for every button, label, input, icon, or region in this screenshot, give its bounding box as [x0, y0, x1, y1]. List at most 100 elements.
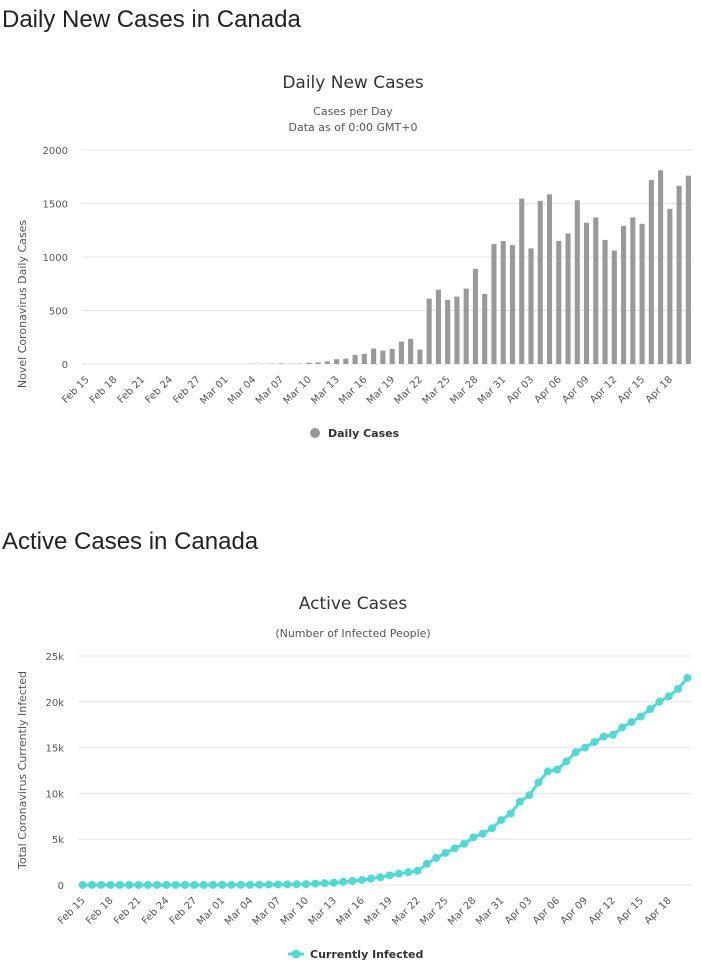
data-point[interactable] — [264, 880, 273, 889]
data-point[interactable] — [608, 730, 617, 739]
data-point[interactable] — [636, 712, 645, 721]
bar[interactable] — [417, 349, 423, 364]
data-point[interactable] — [581, 743, 590, 752]
data-point[interactable] — [534, 778, 543, 787]
data-point[interactable] — [525, 791, 534, 800]
bar[interactable] — [491, 244, 497, 364]
bar[interactable] — [352, 354, 358, 364]
data-point[interactable] — [590, 738, 599, 747]
bar[interactable] — [408, 338, 414, 364]
bar[interactable] — [593, 217, 599, 364]
data-point[interactable] — [646, 705, 655, 714]
data-point[interactable] — [218, 880, 227, 889]
data-point[interactable] — [357, 875, 366, 884]
legend-item-currently-infected[interactable]: Currently Infected — [288, 948, 423, 961]
bar[interactable] — [278, 363, 284, 364]
data-point[interactable] — [227, 880, 236, 889]
bar[interactable] — [546, 194, 553, 364]
data-point[interactable] — [171, 880, 180, 889]
bar[interactable] — [537, 200, 543, 364]
bar[interactable] — [445, 299, 451, 364]
data-point[interactable] — [311, 879, 320, 888]
data-point[interactable] — [348, 876, 357, 885]
data-point[interactable] — [441, 848, 450, 857]
data-point[interactable] — [664, 692, 673, 701]
bar[interactable] — [519, 198, 525, 364]
data-point[interactable] — [683, 673, 692, 682]
bar[interactable] — [574, 200, 580, 364]
bar[interactable] — [463, 288, 469, 364]
data-point[interactable] — [236, 880, 245, 889]
data-point[interactable] — [422, 859, 431, 868]
bar[interactable] — [556, 240, 562, 364]
data-point[interactable] — [153, 880, 162, 889]
data-point[interactable] — [469, 833, 478, 842]
data-point[interactable] — [487, 824, 496, 833]
data-point[interactable] — [115, 880, 124, 889]
data-point[interactable] — [329, 878, 338, 887]
bar[interactable] — [658, 170, 664, 364]
data-point[interactable] — [367, 874, 376, 883]
bar[interactable] — [509, 245, 516, 364]
bar[interactable] — [639, 223, 645, 364]
bar[interactable] — [528, 248, 534, 364]
data-point[interactable] — [432, 853, 441, 862]
data-point[interactable] — [208, 880, 217, 889]
bar[interactable] — [611, 250, 617, 364]
bar[interactable] — [324, 361, 330, 364]
data-point[interactable] — [553, 765, 562, 774]
bar[interactable] — [435, 289, 441, 364]
data-point[interactable] — [394, 869, 403, 878]
bar[interactable] — [472, 268, 478, 364]
data-point[interactable] — [627, 717, 636, 726]
bar[interactable] — [315, 362, 321, 364]
bar[interactable] — [583, 222, 590, 364]
data-point[interactable] — [506, 809, 515, 818]
data-point[interactable] — [413, 866, 422, 875]
data-point[interactable] — [478, 829, 487, 838]
bar[interactable] — [380, 350, 386, 364]
data-point[interactable] — [106, 880, 115, 889]
data-point[interactable] — [283, 880, 292, 889]
data-point[interactable] — [562, 757, 571, 766]
bar[interactable] — [454, 296, 460, 364]
data-point[interactable] — [339, 877, 348, 886]
data-point[interactable] — [162, 880, 171, 889]
bar[interactable] — [667, 208, 673, 364]
data-point[interactable] — [599, 732, 608, 741]
bar[interactable] — [389, 349, 395, 364]
data-point[interactable] — [497, 815, 506, 824]
bar[interactable] — [398, 341, 404, 364]
bar[interactable] — [500, 240, 506, 364]
bar[interactable] — [306, 362, 312, 364]
data-point[interactable] — [404, 868, 413, 877]
data-point[interactable] — [450, 844, 459, 853]
data-point[interactable] — [199, 880, 208, 889]
data-point[interactable] — [87, 880, 96, 889]
data-point[interactable] — [97, 880, 106, 889]
legend-item-daily-cases[interactable]: Daily Cases — [310, 427, 400, 440]
bar[interactable] — [334, 359, 340, 364]
data-point[interactable] — [571, 748, 580, 757]
data-point[interactable] — [320, 879, 329, 888]
data-point[interactable] — [618, 723, 627, 732]
data-point[interactable] — [125, 880, 134, 889]
bar[interactable] — [371, 348, 377, 364]
data-point[interactable] — [292, 880, 301, 889]
data-point[interactable] — [143, 880, 152, 889]
data-point[interactable] — [460, 839, 469, 848]
data-point[interactable] — [301, 880, 310, 889]
data-point[interactable] — [655, 697, 664, 706]
bar[interactable] — [602, 239, 608, 364]
data-point[interactable] — [274, 880, 283, 889]
data-point[interactable] — [134, 880, 143, 889]
data-point[interactable] — [255, 880, 264, 889]
data-point[interactable] — [376, 873, 385, 882]
data-point[interactable] — [543, 767, 552, 776]
bar[interactable] — [630, 217, 636, 364]
bar[interactable] — [648, 179, 654, 364]
bar[interactable] — [565, 233, 571, 364]
data-point[interactable] — [674, 684, 683, 693]
bar[interactable] — [361, 353, 367, 364]
bar[interactable] — [621, 225, 627, 364]
